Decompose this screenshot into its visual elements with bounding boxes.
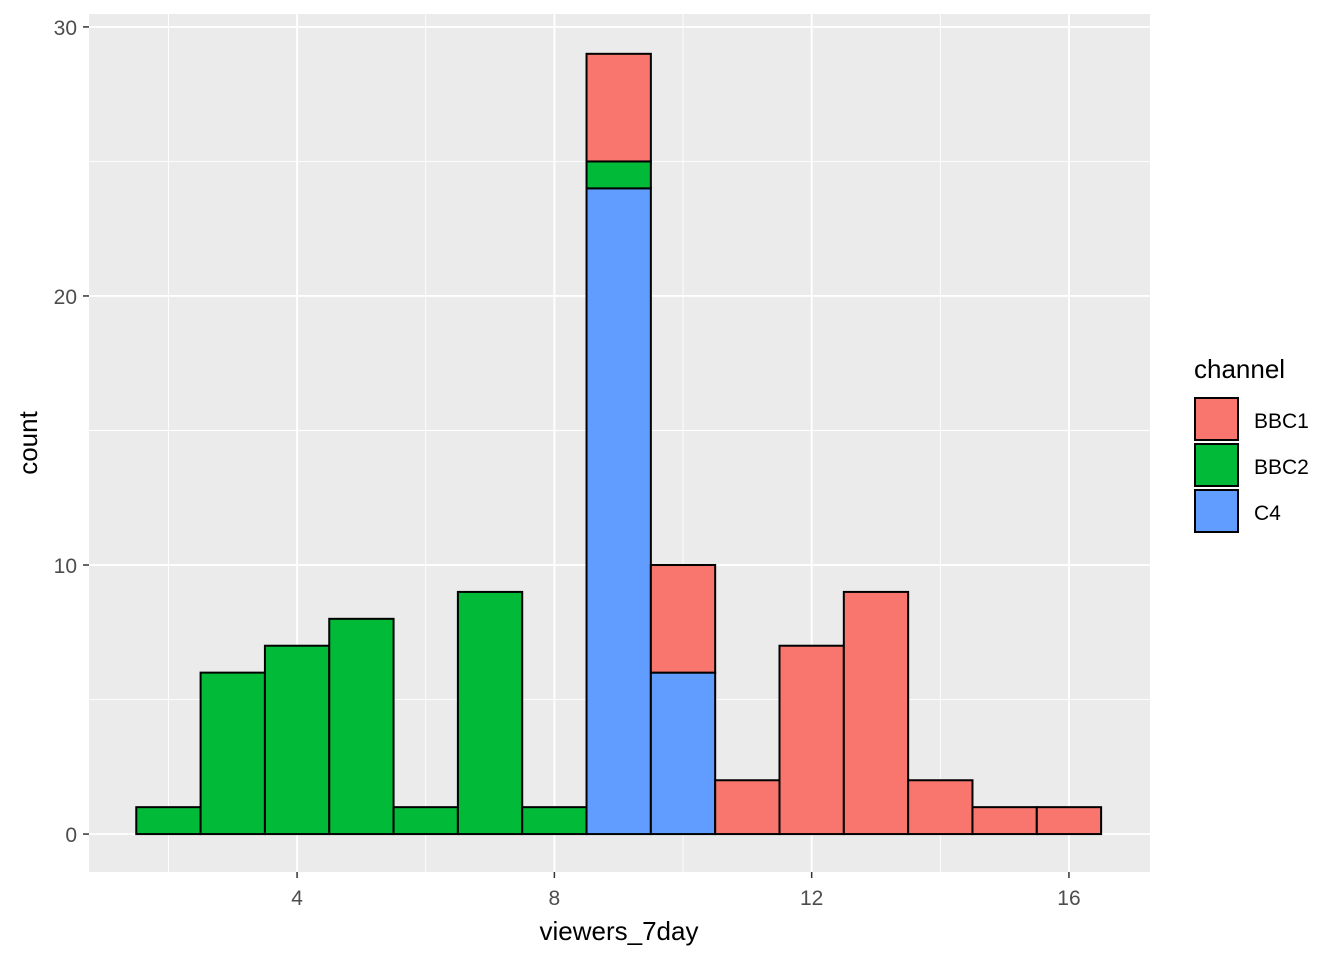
bar-bbc1 <box>585 52 652 163</box>
y-tick-label: 20 <box>54 286 77 309</box>
bar-bbc1 <box>714 779 781 836</box>
bar-bbc1 <box>907 779 974 836</box>
y-tick-label: 0 <box>65 824 77 847</box>
bar-bbc1 <box>778 644 845 836</box>
legend-label-bbc1: BBC1 <box>1254 410 1309 433</box>
bar-bbc1 <box>971 806 1038 836</box>
bar-bbc1 <box>649 564 717 674</box>
x-tick-label: 12 <box>800 887 823 910</box>
legend-title: channel <box>1194 354 1285 384</box>
bar-bbc2 <box>456 590 524 836</box>
bars <box>135 52 1103 836</box>
bar-bbc2 <box>199 671 266 836</box>
legend: channel BBC1 BBC2 C4 <box>1194 354 1309 533</box>
y-tick-label: 10 <box>54 555 77 578</box>
bar-bbc1 <box>1035 806 1103 836</box>
x-tick-label: 4 <box>291 887 303 910</box>
legend-label-c4: C4 <box>1254 502 1281 525</box>
y-axis-label: count <box>13 410 43 474</box>
bar-bbc2 <box>328 617 395 836</box>
bar-c4 <box>585 187 652 836</box>
bar-bbc2 <box>392 806 459 836</box>
x-axis-label: viewers_7day <box>540 916 699 946</box>
legend-key-bbc2 <box>1194 443 1239 487</box>
legend-label-bbc2: BBC2 <box>1254 456 1309 479</box>
bar-bbc2 <box>521 806 588 836</box>
bar-c4 <box>649 671 717 836</box>
bar-bbc2 <box>585 160 652 190</box>
legend-key-bbc1 <box>1194 397 1239 441</box>
x-tick-label: 16 <box>1057 887 1080 910</box>
bar-bbc2 <box>263 644 331 836</box>
legend-key-c4 <box>1194 489 1239 533</box>
axes: 4 8 12 16 0 10 20 30 <box>54 17 1081 910</box>
bar-bbc2 <box>135 806 202 836</box>
bar-bbc1 <box>842 590 910 836</box>
y-tick-label: 30 <box>54 17 77 40</box>
x-tick-label: 8 <box>549 887 561 910</box>
